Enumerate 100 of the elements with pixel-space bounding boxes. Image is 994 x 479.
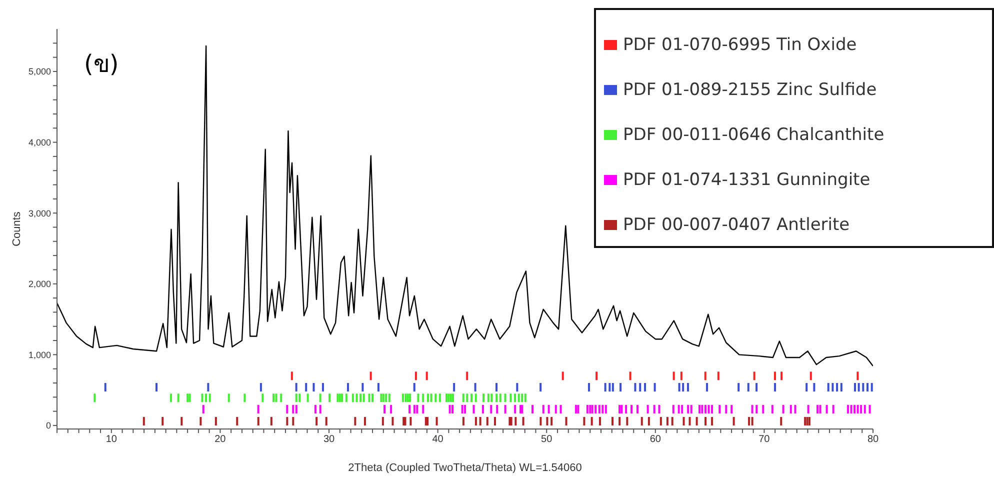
bar (856, 372, 859, 380)
y-tick-label: 1,000 (28, 350, 51, 360)
bar (682, 382, 684, 392)
bar (598, 416, 601, 426)
bar (466, 372, 468, 380)
bar (816, 404, 819, 414)
bar (364, 416, 366, 426)
bar (490, 404, 492, 414)
bar (392, 416, 394, 426)
bar (819, 404, 822, 414)
bar (228, 394, 230, 402)
bar (790, 404, 792, 414)
bar (472, 404, 475, 414)
bar (262, 394, 264, 402)
bar (612, 382, 614, 392)
bar (542, 404, 544, 414)
bar (487, 394, 490, 402)
bar (409, 394, 412, 402)
x-axis-title: 2Theta (Coupled TwoTheta/Theta) WL=1.54060 (348, 462, 582, 474)
bar (404, 394, 407, 402)
bar (618, 404, 621, 414)
bar (316, 416, 318, 426)
bar (292, 416, 294, 426)
bar (202, 404, 204, 414)
bar (854, 382, 856, 392)
y-tick-label: 5,000 (28, 66, 51, 77)
bar (514, 416, 517, 426)
bar (260, 382, 262, 392)
bar (753, 372, 756, 380)
bar (295, 382, 298, 392)
bar (434, 394, 437, 402)
bar (575, 404, 578, 414)
bar (200, 416, 202, 426)
bar (588, 382, 590, 392)
bar (474, 382, 476, 392)
bar (450, 394, 452, 402)
bar (806, 382, 808, 392)
bar (319, 394, 322, 402)
x-tick-label: 70 (758, 434, 770, 446)
bar (701, 404, 704, 414)
bar (808, 416, 810, 426)
bar (470, 394, 473, 402)
bar (286, 404, 288, 414)
bar (354, 416, 356, 426)
bar (804, 416, 806, 426)
bar (704, 404, 706, 414)
bar (725, 404, 728, 414)
bar (832, 404, 834, 414)
bar (602, 404, 604, 414)
bar (362, 382, 364, 392)
bar (680, 372, 682, 380)
bar (448, 404, 451, 414)
bar (577, 404, 580, 414)
x-tick-label: 30 (323, 434, 335, 446)
bar (672, 404, 674, 414)
bar (426, 372, 428, 380)
bar (362, 394, 365, 402)
bar (540, 382, 542, 392)
bar (205, 394, 208, 402)
bar (813, 382, 816, 392)
bar (682, 416, 685, 426)
bar (295, 404, 298, 414)
bar (747, 382, 750, 392)
bar (732, 416, 735, 426)
bar (257, 404, 260, 414)
bar (438, 394, 441, 402)
bar (452, 394, 454, 402)
bar (666, 416, 668, 426)
bar (591, 404, 594, 414)
bar (482, 394, 484, 402)
bar (208, 394, 211, 402)
bar (413, 382, 416, 392)
bar (827, 382, 830, 392)
bar (826, 404, 828, 414)
bar (625, 404, 628, 414)
bar (461, 404, 464, 414)
x-tick-label: 80 (867, 434, 879, 446)
bar (562, 372, 564, 380)
bar (626, 416, 628, 426)
bar (325, 416, 328, 426)
bar (496, 404, 498, 414)
bar (244, 394, 246, 402)
bar (295, 394, 298, 402)
bar (681, 404, 684, 414)
bar (608, 382, 611, 392)
bar (850, 404, 852, 414)
bar (706, 382, 708, 392)
bar (644, 382, 646, 392)
bar (474, 394, 477, 402)
bar (322, 382, 324, 392)
bar (654, 382, 656, 392)
bar (186, 394, 189, 402)
legend-label: PDF 01-070-6995 Tin Oxide (623, 34, 857, 54)
bar (312, 382, 315, 392)
bar (466, 394, 468, 402)
bar (774, 372, 776, 380)
bar (207, 382, 210, 392)
bar (352, 394, 354, 402)
bar (104, 382, 106, 392)
legend-label: PDF 01-074-1331 Gunningite (623, 170, 870, 190)
